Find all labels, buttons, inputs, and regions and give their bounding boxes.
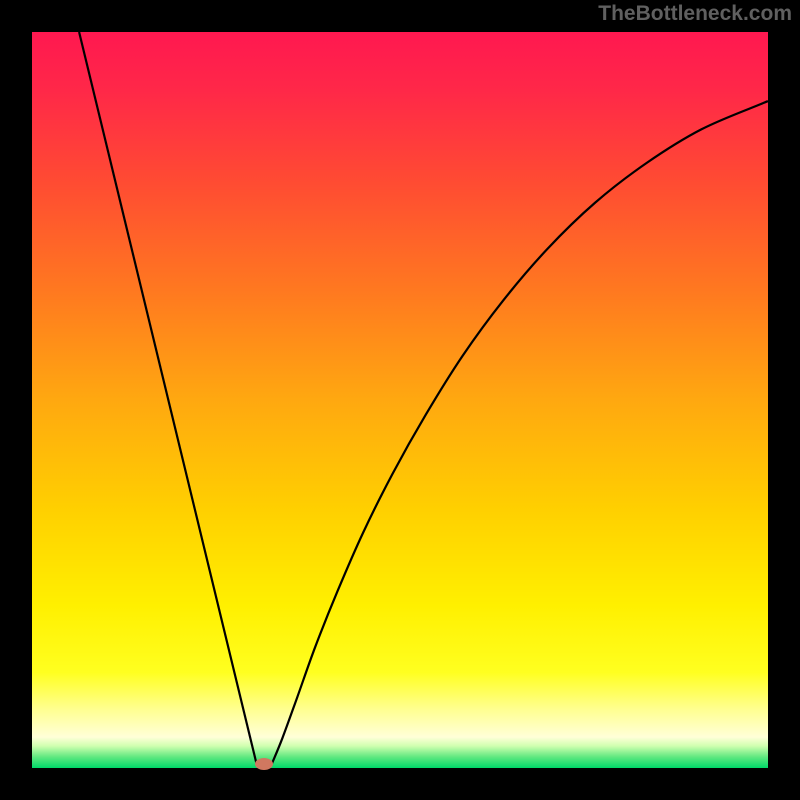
curve-left-line	[79, 32, 256, 764]
bottleneck-curve	[32, 32, 768, 768]
curve-right-arc	[272, 101, 768, 764]
watermark-text: TheBottleneck.com	[598, 2, 792, 26]
plot-area	[32, 32, 768, 768]
chart-container: TheBottleneck.com	[0, 0, 800, 800]
optimal-point-marker	[255, 758, 273, 770]
